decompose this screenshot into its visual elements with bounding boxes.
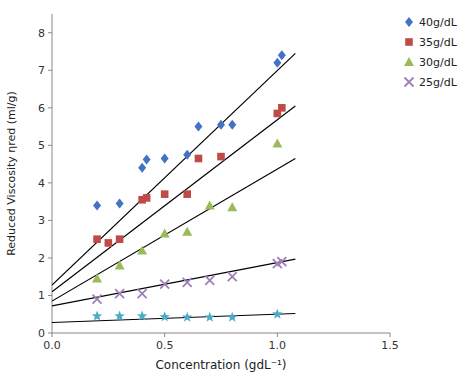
legend-marker: [405, 17, 413, 27]
x-tick: [390, 333, 391, 337]
point: [143, 155, 151, 165]
series: [93, 257, 287, 304]
point: [160, 229, 170, 238]
point: [159, 311, 169, 321]
plot-area: [52, 50, 295, 322]
point: [183, 278, 192, 287]
legend-marker: [405, 38, 413, 46]
y-tick-label: 1: [38, 289, 45, 302]
x-axis-line: [52, 333, 390, 334]
y-tick: [48, 220, 52, 221]
trend-line: [52, 106, 295, 292]
point: [114, 311, 124, 321]
point: [161, 153, 169, 163]
legend-symbol: [405, 38, 413, 46]
point: [115, 289, 124, 298]
point: [228, 120, 236, 130]
point: [105, 239, 113, 247]
point: [160, 280, 169, 289]
point: [217, 120, 225, 130]
point: [205, 312, 215, 322]
legend-label: 25g/dL: [419, 76, 458, 89]
point: [137, 245, 147, 254]
point: [138, 289, 147, 298]
point: [272, 138, 282, 147]
legend-symbol: [405, 78, 414, 87]
point: [227, 312, 237, 322]
point: [143, 194, 151, 202]
y-tick-label: 2: [38, 252, 45, 265]
point: [277, 257, 286, 266]
series: [92, 138, 282, 282]
x-tick-label: 1.5: [381, 339, 399, 352]
point: [217, 153, 225, 161]
point: [273, 58, 281, 68]
point: [182, 312, 192, 322]
trend-line: [52, 313, 295, 322]
series: [93, 104, 285, 247]
y-tick: [48, 182, 52, 183]
legend-label: 35g/dL: [419, 36, 458, 49]
point: [93, 295, 102, 304]
point: [93, 200, 101, 210]
point: [138, 163, 146, 173]
chart: 0.0 0.5 1.0 1.5 0 1 2 3 4 5 6 7 8 Concentration (gdL⁻…: [0, 0, 474, 379]
point: [194, 122, 202, 132]
axes: 0.0 0.5 1.0 1.5 0 1 2 3 4 5 6 7 8: [38, 14, 399, 352]
point: [183, 150, 191, 160]
y-tick-label: 6: [38, 102, 45, 115]
point: [182, 227, 192, 236]
y-tick-label: 3: [38, 214, 45, 227]
legend-symbol: [405, 17, 413, 27]
point: [93, 235, 101, 243]
y-tick: [48, 107, 52, 108]
point: [205, 200, 215, 209]
y-tick: [48, 32, 52, 33]
x-tick-label: 1.0: [269, 339, 287, 352]
point: [183, 190, 191, 198]
point: [161, 190, 169, 198]
y-tick-label: 5: [38, 139, 45, 152]
point: [137, 311, 147, 321]
series: [92, 309, 283, 322]
y-tick-label: 7: [38, 64, 45, 77]
x-axis-label: Concentration (gdL⁻¹): [155, 358, 286, 372]
y-axis-label: Reduced Viscosity ηred (ml/g): [5, 91, 18, 256]
y-tick: [48, 257, 52, 258]
point: [228, 272, 237, 281]
point: [278, 50, 286, 60]
point: [278, 104, 286, 112]
y-tick: [48, 70, 52, 71]
y-tick-label: 0: [38, 327, 45, 340]
x-tick: [52, 333, 53, 337]
y-tick: [48, 145, 52, 146]
point: [227, 202, 237, 211]
point: [92, 274, 102, 283]
point: [116, 235, 124, 243]
point: [116, 199, 124, 209]
trend-line: [52, 158, 295, 301]
x-tick: [277, 333, 278, 337]
legend-label: 40g/dL: [419, 16, 458, 29]
legend-label: 30g/dL: [419, 56, 458, 69]
point: [205, 276, 214, 285]
legend-marker: [405, 78, 414, 87]
y-tick-label: 8: [38, 27, 45, 40]
x-tick: [164, 333, 165, 337]
point: [92, 311, 102, 321]
series: [93, 50, 286, 210]
legend: 40g/dL 35g/dL 30g/dL 25g/dL: [404, 16, 458, 89]
x-tick-label: 0.5: [156, 339, 174, 352]
y-tick: [48, 295, 52, 296]
trend-line: [52, 53, 295, 285]
y-tick: [48, 333, 52, 334]
legend-symbol: [404, 57, 414, 66]
point: [115, 260, 125, 269]
legend-marker: [404, 57, 414, 66]
trend-line: [52, 259, 295, 306]
point: [195, 155, 203, 163]
x-tick-label: 0.0: [43, 339, 61, 352]
y-tick-label: 4: [38, 177, 45, 190]
point: [272, 309, 282, 319]
